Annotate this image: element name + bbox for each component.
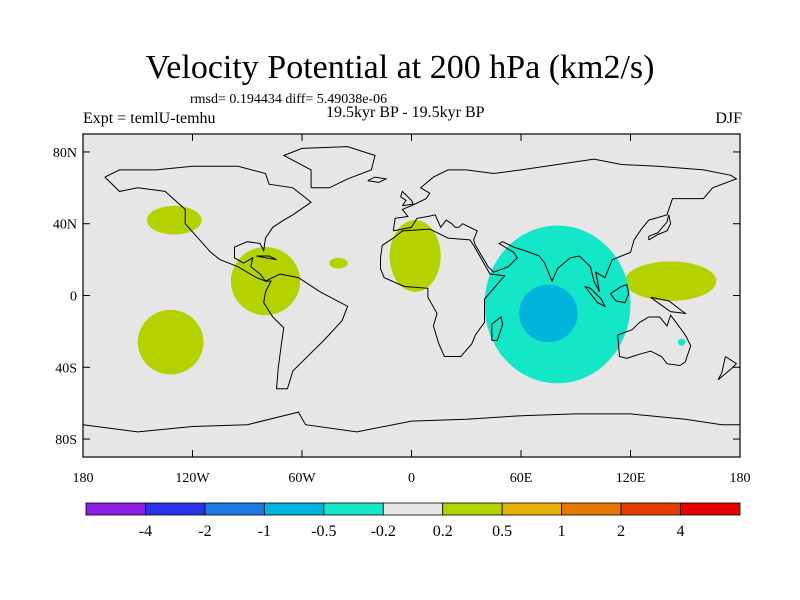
region-indian-ocean-core-negative [519, 284, 578, 343]
colorbar-label: -2 [198, 523, 211, 540]
colorbar-segment [323, 502, 384, 516]
x-tick-label: 60E [510, 471, 533, 486]
region-australia-small-negative [677, 338, 686, 346]
x-tick-label: 0 [408, 471, 415, 486]
coast-new-zealand [717, 356, 738, 381]
colorbar-label: 0.5 [492, 523, 512, 540]
colorbar-segment [204, 502, 265, 516]
coast-eurasia [392, 158, 738, 293]
coast-cuba [256, 255, 277, 261]
colorbar-label: 1 [558, 523, 566, 540]
colorbar-label: 0.2 [433, 523, 453, 540]
colorbar-label: 2 [617, 523, 625, 540]
colorbar-segment [442, 502, 503, 516]
region-atlantic-small-positive [329, 257, 348, 269]
colorbar-segment [501, 502, 563, 516]
x-axis-ticks: 180 120W 60W 0 60E 120E 180 [73, 134, 751, 486]
coast-antarctica [83, 411, 740, 433]
colorbar-label: 4 [677, 523, 685, 540]
colorbar: -4 -2 -1 -0.5 -0.2 0.2 0.5 1 2 4 [85, 502, 741, 540]
x-tick-label: 60W [288, 471, 316, 486]
coast-japan [648, 214, 672, 241]
coast-africa [380, 228, 506, 357]
period-label: 19.5kyr BP - 19.5kyr BP [326, 104, 485, 121]
region-africa-positive [389, 220, 441, 292]
coast-indonesia-borneo [610, 284, 630, 304]
colorbar-segment [382, 502, 444, 516]
y-tick-label: 40S [55, 361, 77, 376]
x-tick-label: 180 [73, 471, 94, 486]
colorbar-segment [620, 502, 681, 516]
coast-indonesia-sumatra [584, 286, 607, 308]
experiment-label: Expt = temlU-temhu [83, 110, 216, 127]
coast-uk [400, 190, 415, 207]
colorbar-label: -4 [139, 523, 152, 540]
coast-iceland [367, 176, 388, 183]
region-south-pacific-positive [137, 309, 204, 375]
y-tick-label: 40N [53, 218, 77, 233]
x-tick-label: 120E [616, 471, 646, 486]
coast-madagascar [491, 316, 504, 341]
y-tick-label: 80N [53, 146, 77, 161]
rmsd-diff-stats: rmsd= 0.194434 diff= 5.49038e-06 [190, 92, 388, 107]
x-tick-label: 120W [175, 471, 210, 486]
coast-south-america [263, 273, 349, 390]
colorbar-segment [561, 502, 622, 516]
coast-greenland [282, 146, 376, 189]
colorbar-segment [680, 502, 741, 516]
y-tick-label: 0 [70, 290, 77, 305]
colorbar-segment [263, 502, 325, 516]
y-tick-label: 80S [55, 433, 77, 448]
colorbar-segment [145, 502, 206, 516]
colorbar-label: -0.2 [371, 523, 396, 540]
coastlines [83, 146, 740, 433]
colorbar-label: -0.5 [311, 523, 336, 540]
colorbar-label: -1 [258, 523, 271, 540]
map-background [83, 134, 740, 457]
y-axis-ticks: 80N 40N 0 40S 80S [53, 146, 740, 448]
anomaly-regions [137, 205, 717, 384]
x-tick-label: 180 [730, 471, 751, 486]
plot-title: Velocity Potential at 200 hPa (km2/s) [145, 49, 655, 86]
coast-new-guinea [650, 296, 688, 315]
coast-north-america [104, 165, 312, 283]
region-west-pacific-positive [625, 261, 717, 301]
coast-australia [617, 314, 692, 367]
season-label: DJF [715, 110, 742, 127]
colorbar-segment [85, 502, 146, 516]
region-north-pacific-positive [146, 205, 202, 235]
